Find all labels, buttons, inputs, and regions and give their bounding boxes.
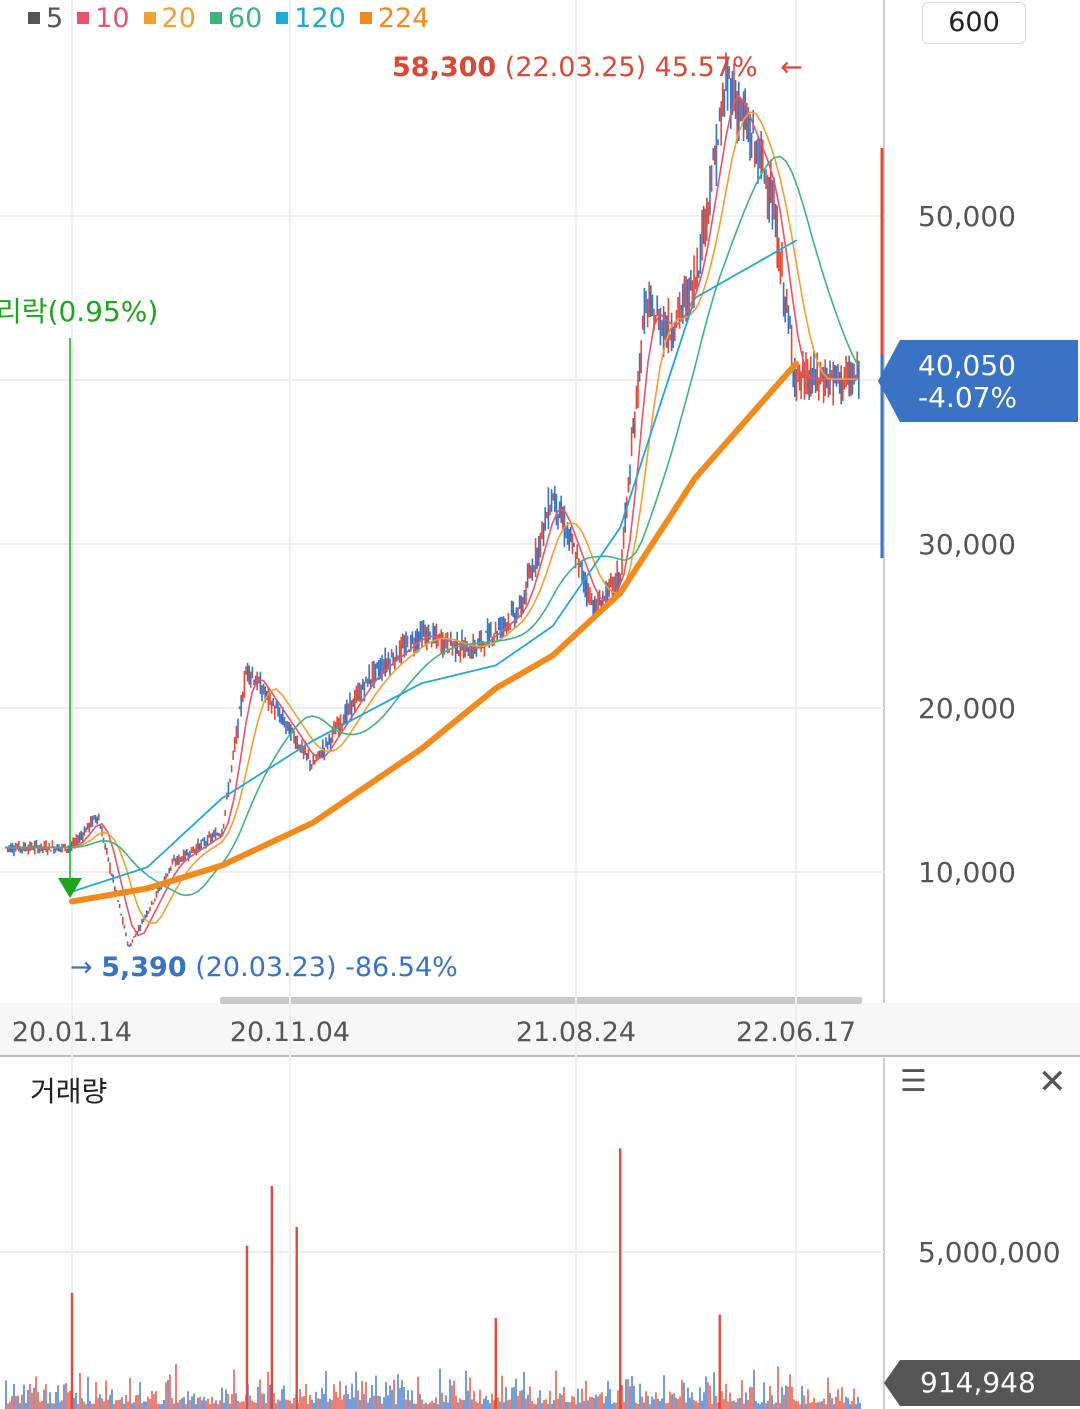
x-axis-band (0, 1003, 1080, 1055)
high-annotation: 58,300 (22.03.25) 45.57% ← (392, 52, 803, 83)
ma20-line (6, 111, 858, 925)
period-selector[interactable]: 600 (922, 2, 1026, 44)
legend-item-224[interactable]: 224 (359, 2, 430, 34)
current-price: 40,050 (918, 349, 1016, 382)
current-change: -4.07% (918, 381, 1018, 414)
x-tick-label: 20.01.14 (12, 1017, 132, 1048)
ma10-line (6, 94, 858, 937)
scrollbar (220, 997, 862, 1004)
legend-item-120[interactable]: 120 (276, 3, 346, 34)
legend-swatch (359, 12, 372, 24)
current-volume-tag: 914,948 (884, 1360, 1080, 1406)
legend: 5 10 20 60 120 224 (28, 0, 429, 36)
ma60-line (6, 155, 859, 897)
close-icon[interactable]: ✕ (1038, 1062, 1067, 1102)
volume-title: 거래량 (30, 1075, 108, 1108)
legend-label: 60 (227, 2, 263, 34)
volume-y-tick-label: 5,000,000 (918, 1236, 1061, 1269)
legend-swatch (28, 12, 40, 24)
legend-swatch (276, 12, 289, 24)
legend-label: 5 (46, 2, 64, 34)
legend-label: 10 (95, 2, 130, 34)
signal-marker-icon (58, 878, 82, 898)
current-price-tag: 40,050 -4.07% (878, 340, 1078, 422)
legend-item-10[interactable]: 10 (77, 2, 130, 34)
legend-item-60[interactable]: 60 (209, 2, 263, 34)
legend-label: 120 (294, 2, 346, 34)
low-detail: (20.03.23) -86.54% (195, 952, 458, 983)
signal-label: 리락(0.95%) (0, 295, 159, 328)
x-tick-label: 21.08.24 (516, 1017, 636, 1048)
legend-swatch (143, 12, 156, 24)
low-annotation: → 5,390 (20.03.23) -86.54% (70, 952, 458, 983)
y-tick-label: 50,000 (918, 200, 1016, 233)
x-tick-label: 20.11.04 (230, 1017, 350, 1048)
signal-annotation: 리락(0.95%) (0, 290, 158, 330)
legend-item-20[interactable]: 20 (143, 2, 196, 34)
high-detail: (22.03.25) 45.57% (504, 52, 758, 83)
low-value: 5,390 (101, 952, 187, 983)
legend-label: 20 (161, 2, 196, 34)
high-arrow-icon: ← (780, 52, 803, 83)
legend-swatch (77, 12, 90, 24)
legend-item-5[interactable]: 5 (28, 3, 63, 34)
high-value: 58,300 (392, 52, 497, 83)
ma120-line (71, 239, 797, 893)
y-tick-label: 30,000 (918, 528, 1016, 561)
y-tick-label: 10,000 (918, 856, 1016, 889)
low-arrow-icon: → (70, 952, 93, 983)
ma224-line (69, 360, 799, 905)
hamburger-menu-icon[interactable]: ☰ (900, 1064, 927, 1099)
legend-label: 224 (377, 2, 430, 34)
x-tick-label: 22.06.17 (736, 1017, 856, 1048)
legend-swatch (209, 12, 222, 24)
y-tick-label: 20,000 (918, 692, 1016, 725)
